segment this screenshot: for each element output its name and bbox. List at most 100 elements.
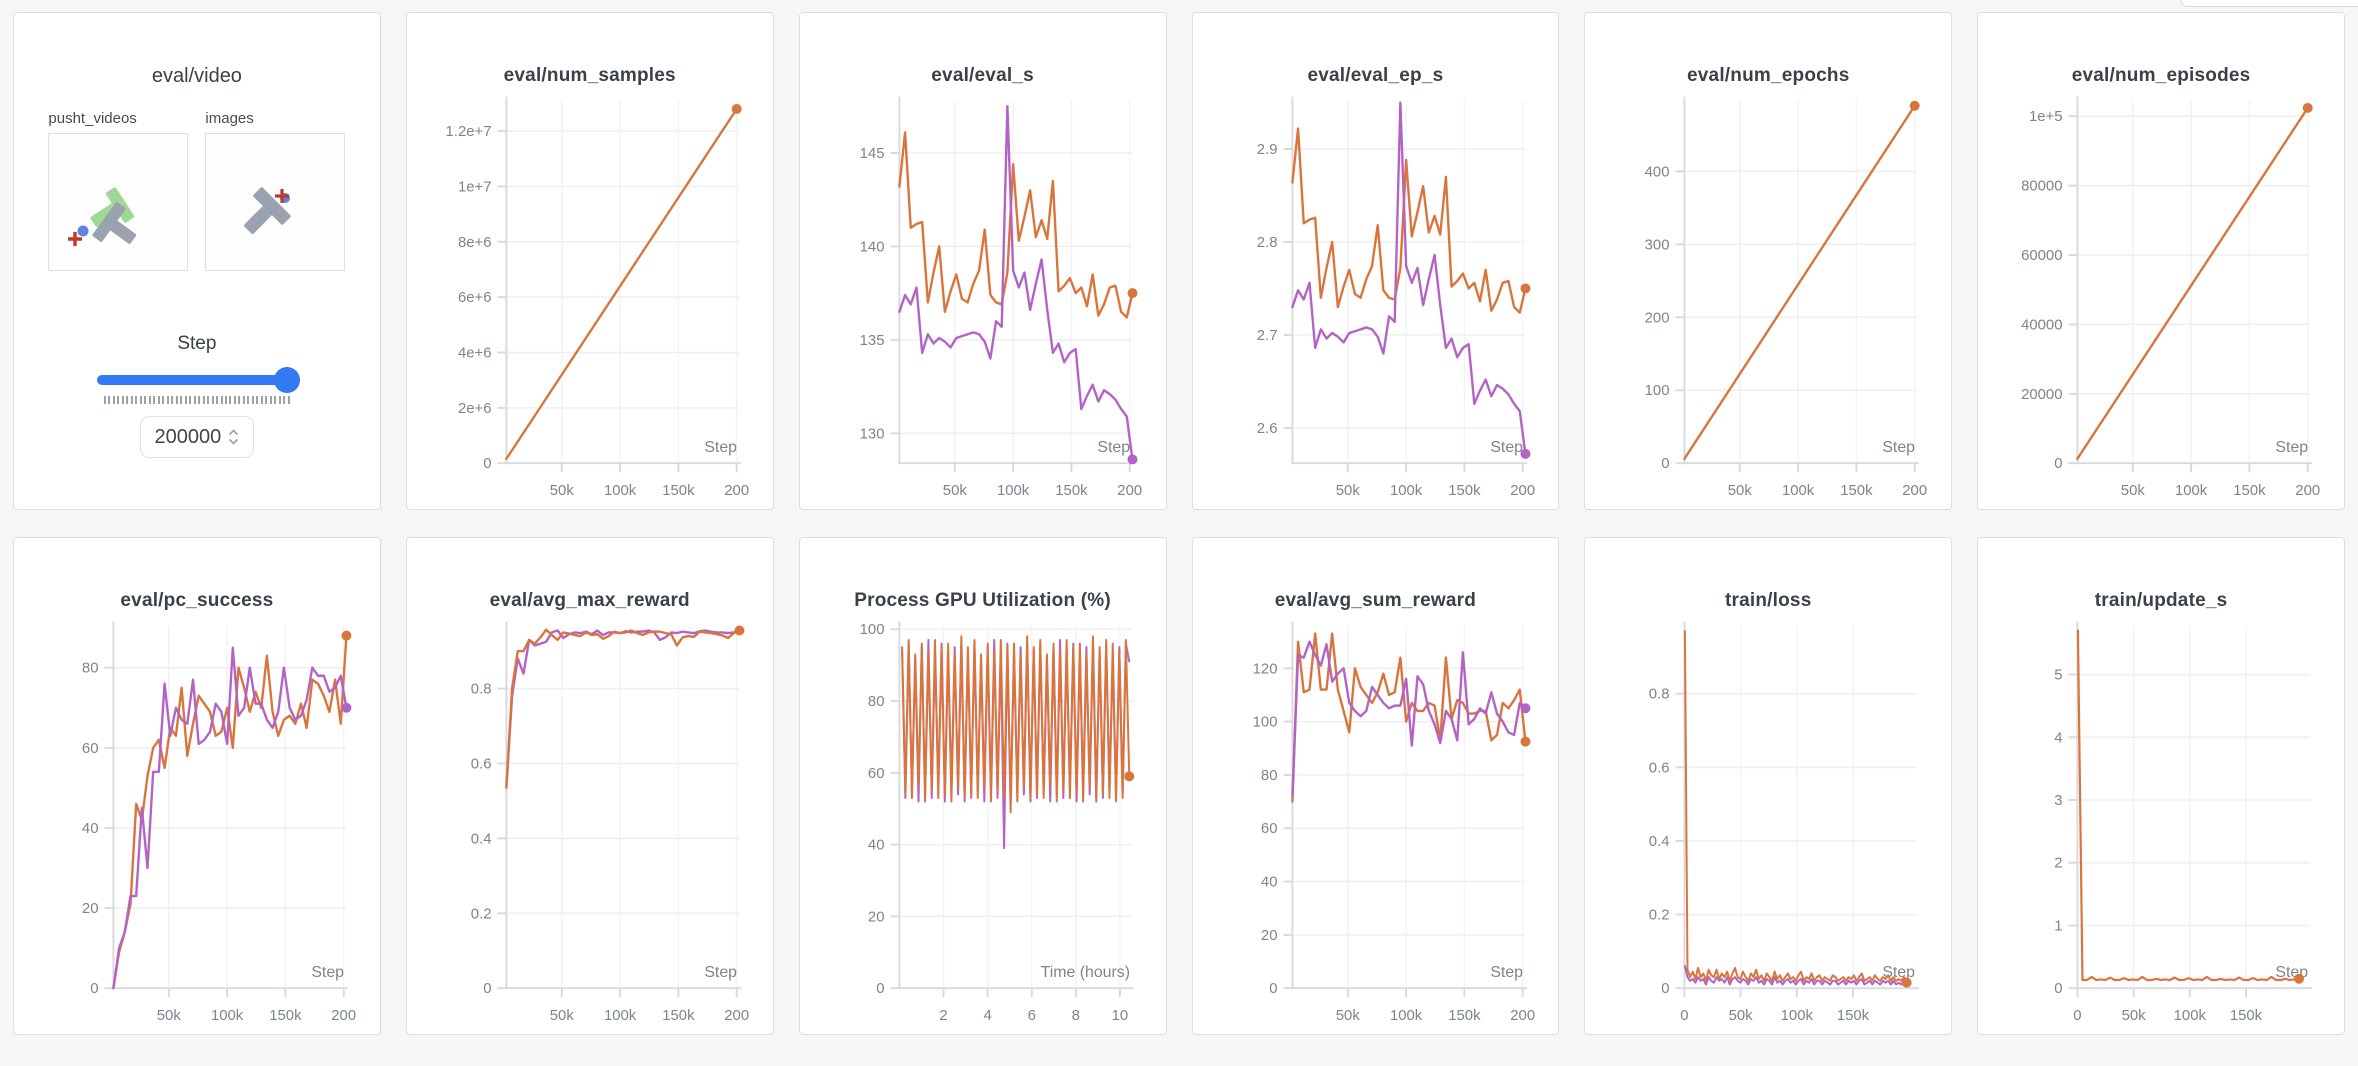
chart-plot-eval-num-samples[interactable]: 50k 100k 150k 200 0 2e+6 4e+6 6e+6 8e+6 1e+7 1.2e+…: [407, 13, 773, 509]
svg-text:50k: 50k: [550, 482, 575, 499]
svg-text:150k: 150k: [662, 482, 695, 499]
panel-train-update-s: train/update_s 0 50k 100k 150k 0 1 2 3 4 5 Step: [1977, 537, 2345, 1035]
pusht-env-render: [68, 187, 137, 246]
svg-text:2.7: 2.7: [1256, 327, 1277, 344]
pusht-image-render: [244, 187, 292, 235]
svg-text:0.8: 0.8: [1649, 686, 1670, 703]
panel-title-eval-video: eval/video: [151, 65, 242, 87]
svg-text:Step: Step: [704, 964, 737, 981]
panel-eval-num-samples: eval/num_samples 50k 100k 150k 200 0 2e+6 4e+6 6…: [405, 12, 774, 510]
step-number-input[interactable]: 200000: [139, 416, 254, 458]
panel-eval-video: eval/video pusht_videos: [13, 12, 381, 510]
svg-text:150k: 150k: [2230, 1007, 2263, 1024]
slider-track[interactable]: [96, 375, 297, 385]
svg-text:145: 145: [859, 145, 884, 162]
svg-text:200: 200: [724, 1007, 749, 1024]
chart-title-process-gpu-utilization: Process GPU Utilization (%): [854, 590, 1111, 611]
stepper-spin-buttons[interactable]: [228, 429, 239, 445]
svg-text:0: 0: [483, 980, 491, 997]
svg-text:60: 60: [868, 765, 885, 782]
svg-text:200: 200: [1510, 482, 1535, 499]
svg-text:150k: 150k: [1841, 482, 1874, 499]
images-thumbnail[interactable]: [205, 133, 346, 271]
chart-plot-train-loss[interactable]: 0 50k 100k 150k 0 0.2 0.4 0.6 0.8 Step: [1585, 538, 1951, 1034]
chart-plot-eval-eval-ep-s[interactable]: 50k 100k 150k 200 2.6 2.7 2.8 2.9 Step: [1193, 13, 1559, 509]
svg-text:100k: 100k: [1389, 482, 1422, 499]
svg-text:80: 80: [82, 660, 99, 677]
svg-text:150k: 150k: [1837, 1007, 1870, 1024]
panel-eval-eval-ep-s: eval/eval_ep_s 50k 100k 150k 200 2.6 2.7 2.8 2.9…: [1191, 12, 1560, 510]
svg-text:100k: 100k: [2175, 482, 2208, 499]
svg-text:40: 40: [82, 820, 99, 837]
chevron-down-icon[interactable]: [228, 438, 239, 445]
gray-t-block: [244, 187, 292, 235]
svg-text:20: 20: [82, 900, 99, 917]
svg-text:2.6: 2.6: [1256, 420, 1277, 437]
agent-dot: [77, 225, 89, 237]
svg-text:100k: 100k: [997, 482, 1030, 499]
chart-plot-eval-avg-max-reward[interactable]: 50k 100k 150k 200 0 0.2 0.4 0.6 0.8 Step: [407, 538, 773, 1034]
step-slider[interactable]: [96, 367, 300, 393]
chart-plot-eval-pc-success[interactable]: 50k 100k 150k 200 0 20 40 60 80 Step: [14, 538, 380, 1034]
chart-title-eval-pc-success: eval/pc_success: [120, 590, 274, 611]
svg-text:100: 100: [1252, 714, 1277, 731]
media-label-images: images: [205, 110, 254, 127]
svg-text:2e+6: 2e+6: [458, 400, 492, 417]
svg-text:4: 4: [2054, 729, 2062, 746]
chart-plot-eval-eval-s[interactable]: 50k 100k 150k 200 130 135 140 145 Step: [800, 13, 1166, 509]
chart-plot-eval-num-epochs[interactable]: 50k 100k 150k 200 0 100 200 300 400 Step: [1585, 13, 1951, 509]
svg-text:2.8: 2.8: [1256, 234, 1277, 251]
svg-text:200: 200: [724, 482, 749, 499]
svg-text:150k: 150k: [269, 1007, 302, 1024]
svg-text:80: 80: [1260, 767, 1277, 784]
svg-text:200: 200: [1903, 482, 1928, 499]
svg-text:0.6: 0.6: [471, 755, 492, 772]
svg-text:100k: 100k: [1782, 482, 1815, 499]
svg-text:100k: 100k: [1389, 1007, 1422, 1024]
svg-text:50k: 50k: [2122, 1007, 2147, 1024]
chevron-up-icon[interactable]: [228, 429, 239, 436]
svg-text:Step: Step: [311, 964, 344, 981]
pusht-videos-thumbnail[interactable]: [48, 133, 189, 271]
svg-text:20000: 20000: [2021, 386, 2062, 403]
svg-text:0: 0: [90, 980, 98, 997]
svg-text:150k: 150k: [1055, 482, 1088, 499]
svg-text:50k: 50k: [1728, 482, 1753, 499]
svg-text:50k: 50k: [942, 482, 967, 499]
chart-plot-eval-avg-sum-reward[interactable]: 50k 100k 150k 200 0 20 40 60 80 100 120 Step: [1193, 538, 1559, 1034]
svg-text:Step: Step: [1490, 439, 1523, 456]
slider-tickmarks: [103, 396, 290, 404]
svg-text:20: 20: [1260, 927, 1277, 944]
svg-text:50k: 50k: [1335, 482, 1360, 499]
svg-text:2.9: 2.9: [1256, 141, 1277, 158]
svg-text:200: 200: [1510, 1007, 1535, 1024]
slider-knob[interactable]: [273, 367, 300, 393]
svg-text:50k: 50k: [2121, 482, 2146, 499]
step-value[interactable]: 200000: [154, 425, 222, 448]
svg-text:100k: 100k: [1781, 1007, 1814, 1024]
chart-plot-eval-num-episodes[interactable]: 50k 100k 150k 200 0 20000 40000 60000 80000 1e+5 S…: [1978, 13, 2344, 509]
svg-text:200: 200: [331, 1007, 356, 1024]
svg-text:4e+6: 4e+6: [458, 344, 492, 361]
panel-eval-num-episodes: eval/num_episodes 50k 100k 150k 200 0 20000 400…: [1977, 12, 2345, 510]
svg-text:0.4: 0.4: [1649, 833, 1670, 850]
svg-text:8: 8: [1071, 1007, 1079, 1024]
svg-text:130: 130: [859, 425, 884, 442]
cutoff-popup: [2180, 0, 2358, 7]
svg-text:100k: 100k: [211, 1007, 244, 1024]
svg-text:140: 140: [859, 238, 884, 255]
svg-text:50k: 50k: [1335, 1007, 1360, 1024]
gray-t-block: [92, 202, 137, 244]
svg-text:8e+6: 8e+6: [458, 234, 492, 251]
chart-title-eval-eval-ep-s: eval/eval_ep_s: [1307, 65, 1444, 86]
svg-text:Step: Step: [1490, 964, 1523, 981]
svg-text:6: 6: [1027, 1007, 1035, 1024]
svg-text:50k: 50k: [157, 1007, 182, 1024]
svg-text:1e+5: 1e+5: [2029, 108, 2063, 125]
svg-text:150k: 150k: [2233, 482, 2266, 499]
svg-text:0.4: 0.4: [471, 830, 492, 847]
svg-text:40: 40: [868, 837, 885, 854]
